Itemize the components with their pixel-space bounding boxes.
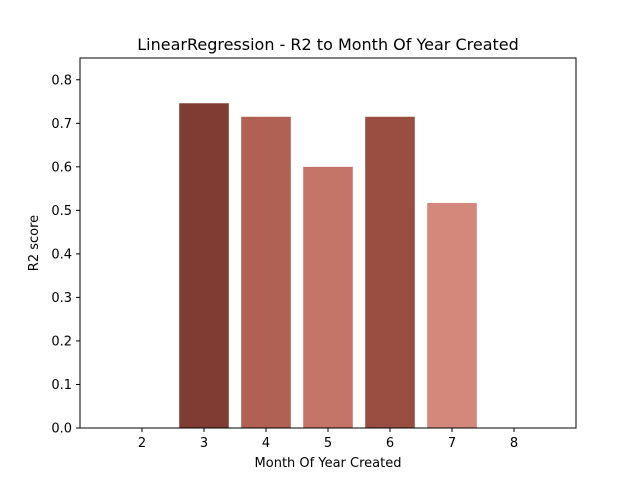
x-tick-label: 4	[262, 436, 270, 451]
x-tick-label: 6	[386, 436, 394, 451]
y-tick-label: 0.2	[51, 334, 72, 349]
x-tick-label: 5	[324, 436, 332, 451]
bar-month-6	[365, 116, 415, 428]
x-tick-label: 8	[510, 436, 518, 451]
bar-month-7	[427, 202, 477, 428]
x-axis-label: Month Of Year Created	[255, 456, 402, 471]
x-tick-label: 2	[138, 436, 146, 451]
y-tick-label: 0.3	[51, 291, 72, 306]
bar-month-4	[241, 116, 291, 428]
y-axis: 0.0 0.1 0.2 0.3 0.4 0.5 0.6 0.7 0.8	[51, 73, 80, 437]
bar-month-5	[303, 166, 353, 428]
y-tick-label: 0.7	[51, 117, 72, 132]
y-tick-label: 0.5	[51, 204, 72, 219]
y-tick-label: 0.0	[51, 422, 72, 437]
x-axis: 2 3 4 5 6 7 8	[138, 428, 518, 451]
chart-title: LinearRegression - R2 to Month Of Year C…	[137, 35, 519, 54]
plot-frame	[79, 57, 577, 429]
x-tick-label: 7	[448, 436, 456, 451]
y-axis-label: R2 score	[27, 215, 42, 271]
bar-month-3	[179, 103, 229, 429]
y-tick-label: 0.6	[51, 160, 72, 175]
y-tick-label: 0.1	[51, 378, 72, 393]
x-tick-label: 3	[200, 436, 208, 451]
y-tick-label: 0.4	[51, 247, 72, 262]
bars-group	[179, 103, 477, 429]
y-tick-label: 0.8	[51, 73, 72, 88]
